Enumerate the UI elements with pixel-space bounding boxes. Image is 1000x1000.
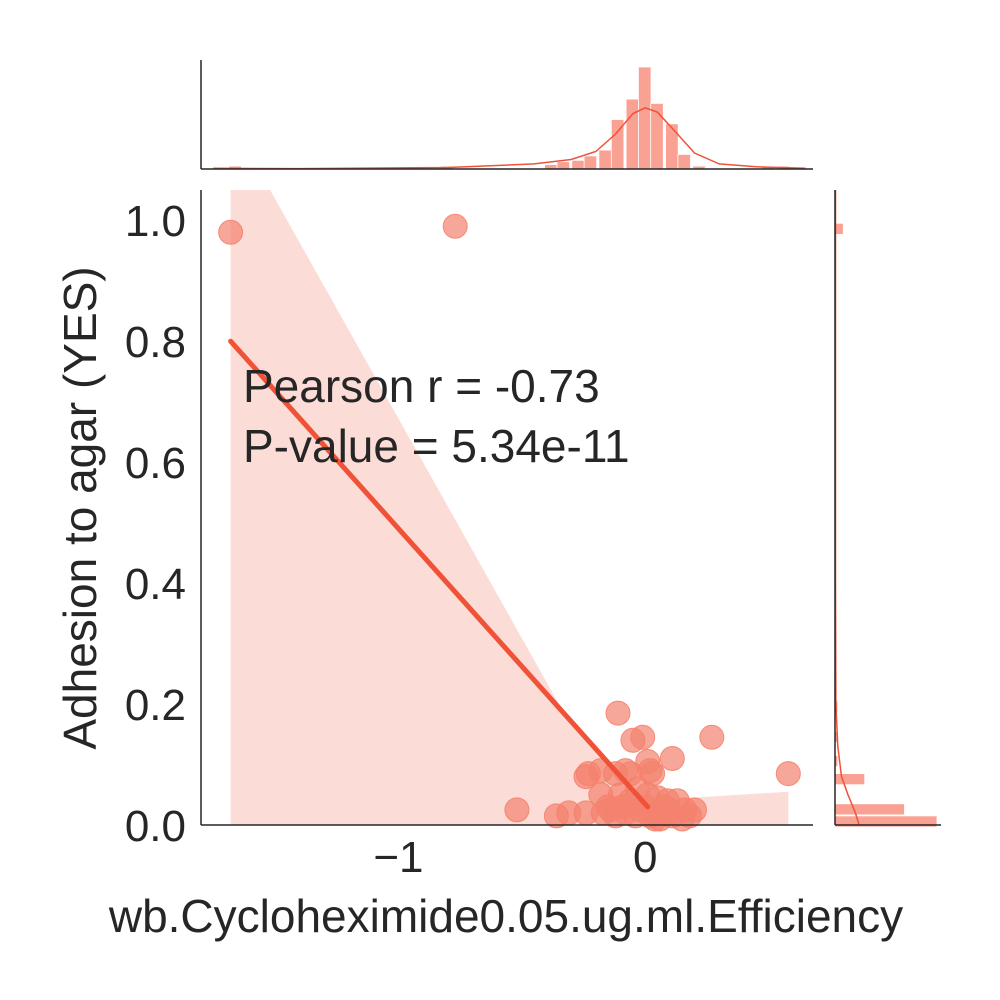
y-tick-label: 1.0 bbox=[125, 197, 186, 246]
x-tick-label: −1 bbox=[373, 833, 423, 882]
y-tick-labels: 0.0 0.2 0.4 0.6 0.8 1.0 bbox=[125, 197, 186, 851]
scatter-point bbox=[775, 761, 801, 787]
scatter-point bbox=[605, 700, 631, 726]
x-axis-label: wb.Cycloheximide0.05.ug.ml.Efficiency bbox=[108, 890, 903, 942]
scatter-point bbox=[598, 797, 624, 823]
x-marginal-histogram bbox=[200, 60, 813, 170]
y-axis-label: Adhesion to agar (YES) bbox=[54, 266, 106, 749]
scatter-point bbox=[504, 797, 530, 823]
y-tick-label: 0.6 bbox=[125, 439, 186, 488]
y-histogram-bar bbox=[834, 773, 866, 786]
y-marginal-histogram bbox=[834, 190, 941, 828]
scatter-point bbox=[682, 797, 707, 823]
scatter-point bbox=[659, 746, 685, 771]
annotation-pearson-r: Pearson r = -0.73 bbox=[243, 360, 600, 412]
scatter-point bbox=[654, 788, 680, 814]
y-histogram-bar bbox=[834, 803, 905, 816]
scatter-point bbox=[642, 806, 668, 832]
regression-line bbox=[228, 338, 651, 810]
x-histogram-bar bbox=[571, 159, 585, 170]
x-histogram-bar bbox=[583, 155, 598, 170]
x-marginal-kde-curve bbox=[213, 106, 806, 170]
x-histogram-bar bbox=[665, 123, 679, 170]
x-tick-label: 0 bbox=[633, 833, 657, 882]
scatter-point bbox=[218, 219, 244, 245]
scatter-point bbox=[620, 727, 646, 753]
x-histogram-bar bbox=[556, 161, 571, 170]
y-tick-label: 0.0 bbox=[125, 802, 186, 851]
y-tick-label: 0.8 bbox=[125, 318, 186, 367]
y-tick-label: 0.2 bbox=[125, 681, 186, 730]
scatter-point bbox=[442, 213, 468, 239]
main-scatter-plot: −1 0 0.0 0.2 0.4 0.6 0.8 1.0 Pearson r = -0.73… bbox=[125, 190, 813, 882]
annotation-p-value: P-value = 5.34e-11 bbox=[243, 420, 630, 472]
y-tick-label: 0.4 bbox=[125, 560, 186, 609]
x-tick-labels: −1 0 bbox=[373, 833, 657, 882]
scatter-point bbox=[699, 724, 725, 750]
x-histogram-bar bbox=[677, 153, 691, 170]
x-histogram-bar bbox=[650, 103, 664, 170]
x-histogram-bar bbox=[598, 149, 612, 170]
x-histogram-bar bbox=[638, 66, 652, 170]
regression-confidence-band bbox=[230, 190, 789, 825]
x-histogram-bar bbox=[625, 98, 640, 170]
